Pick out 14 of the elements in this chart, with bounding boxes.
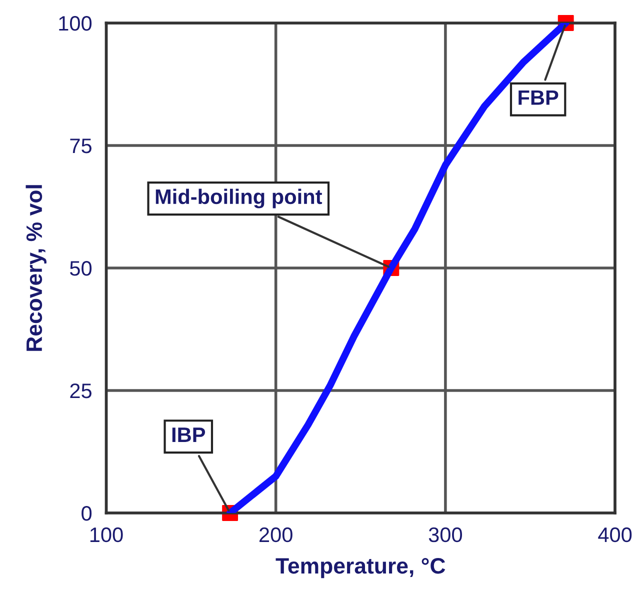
x-tick-label: 300 — [428, 527, 462, 542]
annotation: FBP — [518, 90, 558, 105]
y-tick-label: 100 — [59, 16, 92, 31]
y-tick-label: 75 — [70, 138, 92, 154]
x-tick-label: 400 — [598, 527, 632, 542]
y-tick-label: 25 — [70, 383, 92, 398]
x-tick-label: 200 — [260, 527, 292, 542]
annotation: IBP — [172, 428, 206, 442]
annotation: Mid-boiling point — [156, 188, 322, 208]
y-axis-title: Recovery, % vol — [26, 185, 46, 351]
y-tick-label: 0 — [82, 506, 92, 521]
y-tick-label: 50 — [70, 260, 92, 276]
x-tick-label: 100 — [90, 527, 123, 542]
x-axis-title: Temperature, °C — [276, 558, 446, 578]
